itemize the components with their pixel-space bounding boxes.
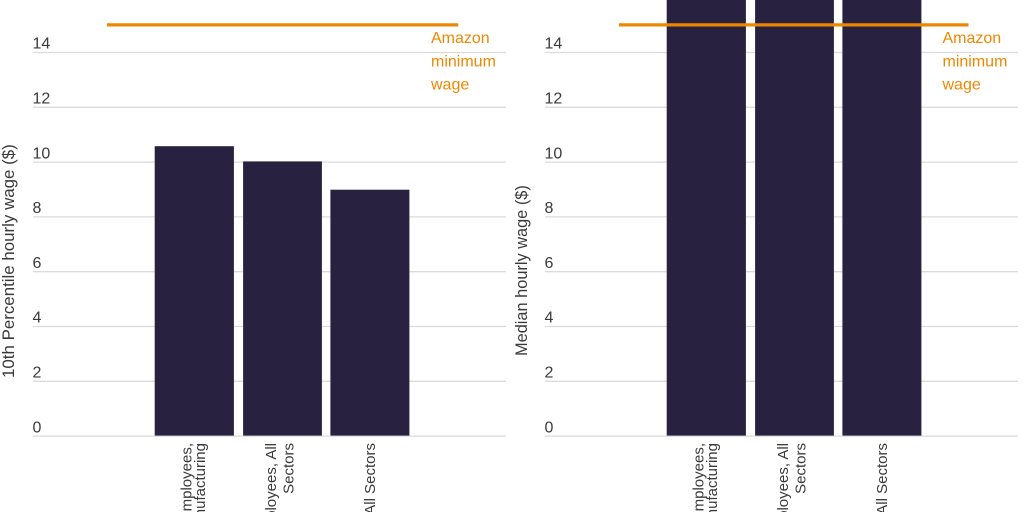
- svg-text:All Sectors: All Sectors: [362, 443, 379, 512]
- svg-text:10th Percentile hourly wage ($: 10th Percentile hourly wage ($): [0, 144, 18, 378]
- svg-text:4: 4: [545, 310, 554, 327]
- svg-text:10: 10: [545, 145, 563, 162]
- svg-text:Amazon: Amazon: [943, 30, 1002, 47]
- svg-text:Manufacturing: Manufacturing: [192, 443, 209, 512]
- svg-text:6: 6: [33, 255, 42, 272]
- svg-text:Median hourly wage ($): Median hourly wage ($): [513, 185, 531, 356]
- svg-text:minimum: minimum: [431, 54, 496, 71]
- svg-text:4: 4: [33, 310, 42, 327]
- svg-text:14: 14: [545, 36, 563, 53]
- svg-text:minimum: minimum: [943, 54, 1008, 71]
- svg-text:10: 10: [33, 145, 51, 162]
- svg-text:All Sectors: All Sectors: [874, 443, 891, 512]
- svg-text:Sectors: Sectors: [281, 443, 298, 494]
- svg-text:0: 0: [33, 419, 42, 436]
- svg-text:12: 12: [33, 91, 51, 108]
- svg-text:Sectors: Sectors: [793, 443, 810, 494]
- svg-text:12: 12: [545, 91, 563, 108]
- svg-text:Manufacturing: Manufacturing: [704, 443, 721, 512]
- svg-text:Production Employees, All: Production Employees, All: [263, 443, 280, 512]
- svg-text:2: 2: [33, 365, 42, 382]
- svg-text:Production Employees,: Production Employees,: [691, 443, 708, 512]
- svg-text:Amazon: Amazon: [431, 30, 490, 47]
- svg-text:2: 2: [545, 365, 554, 382]
- svg-text:Production Employees, All: Production Employees, All: [775, 443, 792, 512]
- svg-text:0: 0: [545, 419, 554, 436]
- svg-text:6: 6: [545, 255, 554, 272]
- svg-text:14: 14: [33, 36, 51, 53]
- svg-text:8: 8: [545, 200, 554, 217]
- svg-text:8: 8: [33, 200, 42, 217]
- svg-text:wage: wage: [942, 77, 981, 94]
- svg-text:Production Employees,: Production Employees,: [179, 443, 196, 512]
- svg-text:wage: wage: [430, 77, 469, 94]
